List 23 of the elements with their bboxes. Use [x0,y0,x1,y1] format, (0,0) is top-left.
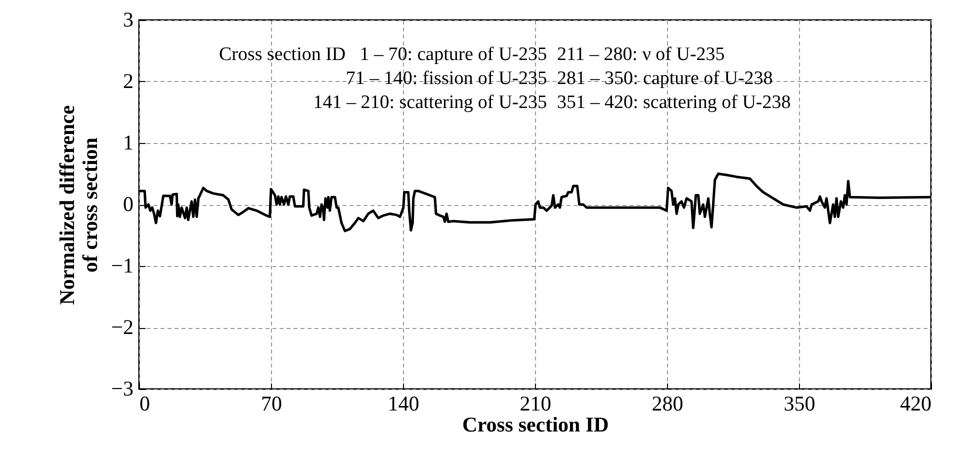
annotation: 1 – 70: capture of U-235 [360,44,547,65]
annotation: 211 – 280: ν of U-235 [557,44,725,65]
y-tick-label: −3 [111,376,134,400]
y-tick-label: −2 [111,315,134,339]
x-tick-label: 140 [388,392,420,416]
y-tick-label: −1 [111,254,134,278]
y-tick-label: 2 [123,69,134,93]
annotation: Cross section ID [219,44,346,65]
y-tick-label: 1 [123,130,134,154]
x-tick-label: 210 [520,392,552,416]
y-tick-label: 3 [123,8,134,32]
y-tick-label: 0 [123,192,134,216]
x-tick-label: 350 [784,392,816,416]
x-tick-label: 280 [652,392,684,416]
x-tick-label: 420 [900,392,932,416]
x-axis-title: Cross section ID [462,412,609,436]
y-axis-title: Normalized difference of cross section [55,105,102,305]
annotation: 71 – 140: fission of U-235 [346,68,547,89]
x-tick-label: 0 [140,392,150,416]
x-tick-label: 70 [261,392,282,416]
annotation: 351 – 420: scattering of U-238 [557,92,791,113]
annotation: 281 – 350: capture of U-238 [557,68,773,89]
annotation: 141 – 210: scattering of U-235 [313,92,547,113]
